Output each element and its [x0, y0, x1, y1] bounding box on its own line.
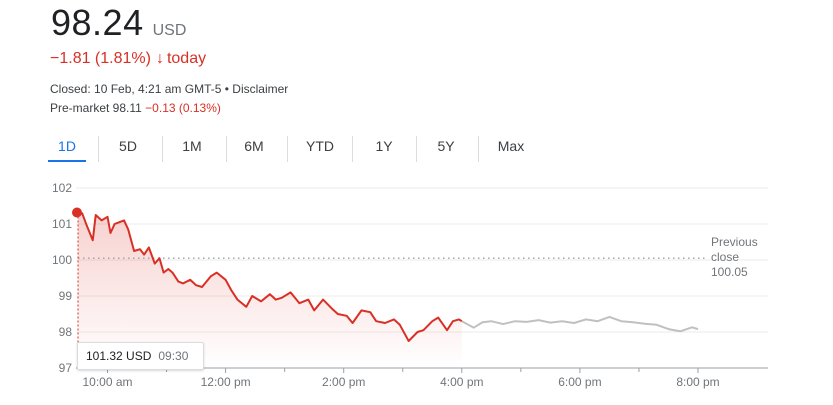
regular-session-line — [77, 211, 463, 342]
hover-point — [72, 207, 82, 218]
x-tick-label: 12:00 pm — [201, 375, 251, 389]
after-hours-line — [461, 315, 699, 333]
premarket-info: Pre-market 98.11 −0.13 (0.13%) — [50, 101, 221, 115]
tooltip-time: 09:30 — [158, 349, 189, 363]
tab-max[interactable]: Max — [497, 138, 525, 154]
change-period: today — [166, 50, 207, 67]
tab-6m[interactable]: 6M — [244, 138, 264, 154]
x-tick-label: 10:00 am — [83, 375, 133, 389]
previous-close-text-2: close — [711, 250, 740, 264]
premarket-price: Pre-market 98.11 — [50, 101, 142, 115]
tab-5y[interactable]: 5Y — [437, 138, 455, 154]
y-tick-label: 100 — [52, 253, 72, 267]
tab-1d[interactable]: 1D — [48, 132, 86, 162]
tab-divider — [478, 136, 479, 162]
y-tick-label: 98 — [59, 325, 73, 339]
tab-divider — [98, 136, 99, 162]
x-tick-label: 4:00 pm — [440, 375, 483, 389]
y-tick-label: 101 — [52, 217, 72, 231]
premarket-change: −0.13 (0.13%) — [145, 101, 221, 115]
x-tick-label: 8:00 pm — [676, 375, 719, 389]
tab-divider — [287, 136, 288, 162]
current-price: 98.24 — [51, 2, 144, 43]
tab-divider — [416, 136, 417, 162]
currency-code: USD — [152, 22, 187, 39]
tab-ytd[interactable]: YTD — [306, 138, 334, 154]
y-tick-label: 97 — [59, 361, 73, 375]
tab-5d[interactable]: 5D — [119, 138, 137, 154]
tab-divider — [162, 136, 163, 162]
y-tick-label: 99 — [59, 289, 73, 303]
tab-1y[interactable]: 1Y — [375, 138, 393, 154]
down-arrow-icon: ↓ — [155, 50, 164, 67]
previous-close-label: Previous close 100.05 — [711, 235, 758, 280]
x-tick-label: 2:00 pm — [322, 375, 365, 389]
tooltip-value: 101.32 USD — [86, 349, 152, 363]
tab-1m[interactable]: 1M — [182, 138, 202, 154]
y-tick-label: 102 — [52, 181, 72, 195]
regular-session-area — [78, 212, 462, 368]
market-closed-info: Closed: 10 Feb, 4:21 am GMT-5 • Disclaim… — [50, 82, 289, 96]
quote-header: 98.24 USD — [51, 2, 186, 44]
price-change-value: −1.81 (1.81%) — [50, 50, 151, 67]
tab-divider — [352, 136, 353, 162]
x-tick-label: 6:00 pm — [558, 375, 601, 389]
hover-tooltip: 101.32 USD 09:30 — [77, 342, 204, 370]
previous-close-text-1: Previous — [711, 235, 758, 249]
price-change: −1.81 (1.81%) ↓ today — [50, 50, 206, 68]
tab-divider — [226, 136, 227, 162]
previous-close-value: 100.05 — [711, 265, 748, 279]
